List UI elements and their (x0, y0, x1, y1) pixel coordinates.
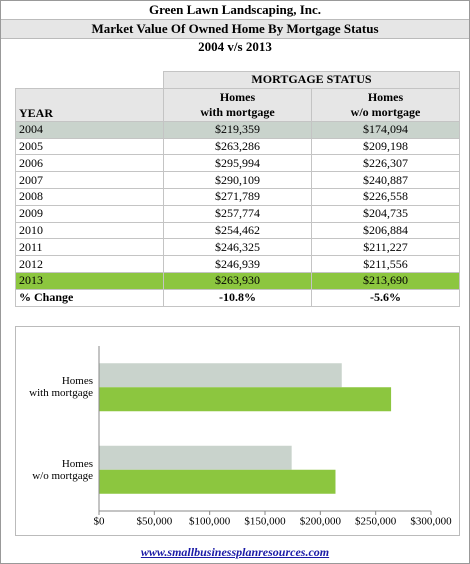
empty-cell (15, 71, 164, 89)
table-row: 2004 $219,359 $174,094 (15, 120, 460, 139)
table-row: 2006 $295,994 $226,307 (15, 154, 460, 173)
table-cell: 2013 (15, 271, 164, 290)
bar (99, 387, 392, 412)
category-label: Homes w/o mortgage (32, 457, 93, 482)
table-cell: -10.8% (163, 288, 312, 307)
table-row: 2010 $254,462 $206,884 (15, 221, 460, 240)
table-cell: $290,109 (163, 171, 312, 189)
bar (99, 363, 342, 388)
table-cell: 2006 (15, 154, 164, 173)
x-tick-label: $200,000 (300, 516, 342, 528)
table-cell: 2011 (15, 238, 164, 257)
table-cell: $204,735 (311, 204, 460, 223)
column-header: Homes with mortgage (163, 87, 312, 122)
table-cell: 2009 (15, 204, 164, 223)
header-row: YEAR Homes with mortgage Homes w/o mortgag… (15, 87, 460, 122)
x-tick-label: $50,000 (136, 516, 172, 528)
table-cell: $226,307 (311, 154, 460, 173)
table-row: 2007 $290,109 $240,887 (15, 171, 460, 189)
x-tick-label: $0 (94, 516, 106, 528)
table-row: 2008 $271,789 $226,558 (15, 187, 460, 206)
table-cell: 2005 (15, 137, 164, 156)
table-cell: $263,286 (163, 137, 312, 156)
table-row: 2011 $246,325 $211,227 (15, 238, 460, 257)
table-cell: $211,227 (311, 238, 460, 257)
table-cell: $257,774 (163, 204, 312, 223)
table-cell: $254,462 (163, 221, 312, 240)
table-cell: $213,690 (311, 271, 460, 290)
header-row: MORTGAGE STATUS (15, 71, 460, 89)
table-cell: $174,094 (311, 120, 460, 139)
subtitle: Market Value Of Owned Home By Mortgage S… (1, 19, 469, 39)
chart: $0 $50,000 $100,000 $150,000 $200,000 $250,00… (15, 326, 460, 536)
data-table: MORTGAGE STATUS YEAR Homes with mortgage Ho… (15, 71, 460, 307)
table-cell: -5.6% (311, 288, 460, 307)
bar (99, 445, 292, 470)
table-cell: $206,884 (311, 221, 460, 240)
bar (99, 469, 336, 494)
table-row: 2009 $257,774 $204,735 (15, 204, 460, 223)
table-cell: $219,359 (163, 120, 312, 139)
table-cell: $226,558 (311, 187, 460, 206)
footer-link[interactable]: www.smallbusinessplanresources.com (140, 545, 330, 559)
group-header: MORTGAGE STATUS (163, 71, 460, 89)
table-row: 2005 $263,286 $209,198 (15, 137, 460, 156)
period: 2004 v/s 2013 (198, 39, 272, 54)
title: Green Lawn Landscaping, Inc. (148, 2, 322, 17)
footer-row: % Change -10.8% -5.6% (15, 288, 460, 307)
table-cell: $271,789 (163, 187, 312, 206)
x-tick-label: $250,000 (355, 516, 397, 528)
chart-frame (15, 326, 460, 536)
column-header: YEAR (15, 87, 164, 122)
table-cell: $295,994 (163, 154, 312, 173)
table-cell: 2007 (15, 171, 164, 189)
table-cell: 2008 (15, 187, 164, 206)
category-label: Homes with mortgage (29, 375, 93, 400)
x-tick-label: $100,000 (189, 516, 231, 528)
table-cell: $263,930 (163, 271, 312, 290)
table-cell: $246,325 (163, 238, 312, 257)
table-cell: $240,887 (311, 171, 460, 189)
table-cell: 2004 (15, 120, 164, 139)
x-tick-label: $300,000 (410, 516, 452, 528)
table-cell: % Change (15, 288, 164, 307)
table-cell: $209,198 (311, 137, 460, 156)
column-header: Homes w/o mortgage (311, 87, 460, 122)
table-cell: 2012 (15, 255, 164, 273)
table-row: 2013 $263,930 $213,690 (15, 271, 460, 290)
table-cell: $246,939 (163, 255, 312, 273)
table-cell: $211,556 (311, 255, 460, 273)
table-cell: 2010 (15, 221, 164, 240)
table-row: 2012 $246,939 $211,556 (15, 255, 460, 273)
x-tick-label: $150,000 (244, 516, 286, 528)
